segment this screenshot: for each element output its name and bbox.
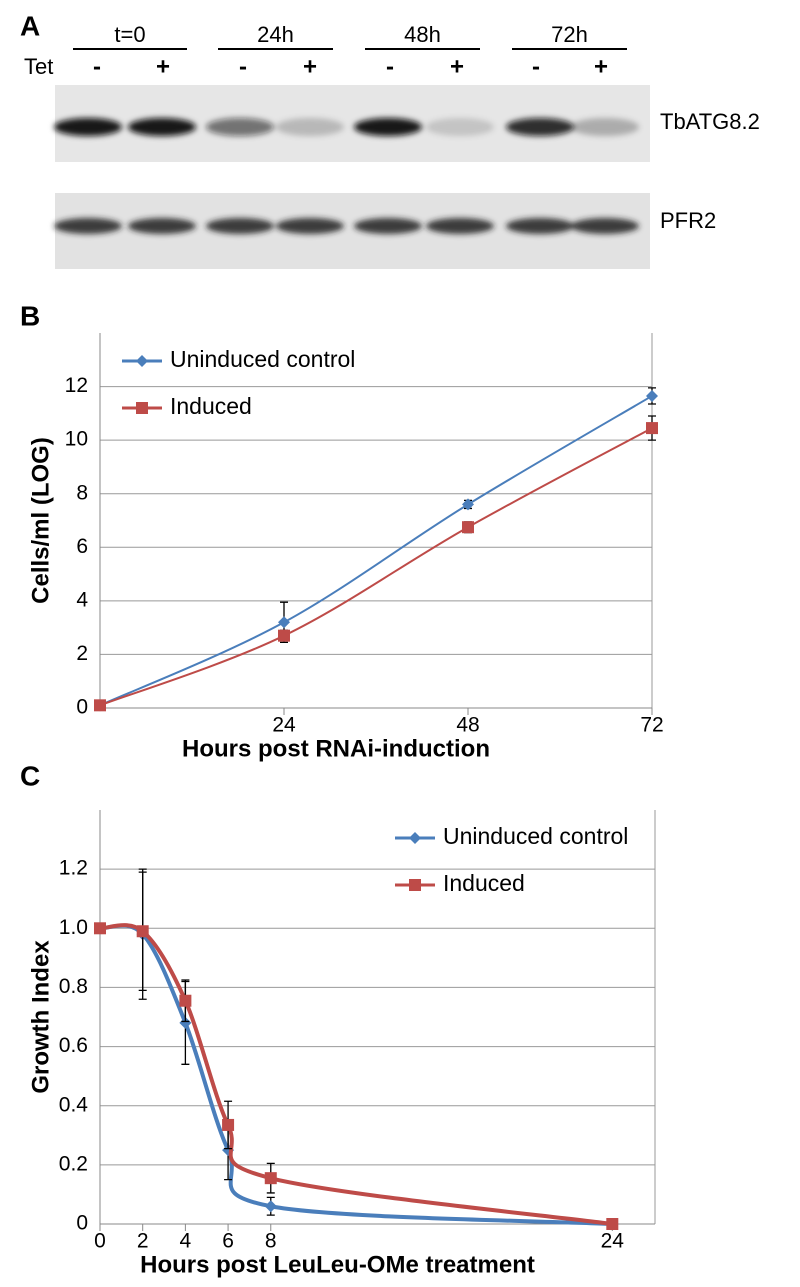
band [426,218,494,234]
legend-label: Induced [170,393,252,419]
tet-sign: + [303,53,317,80]
y-axis-title: Cells/ml (LOG) [27,437,54,604]
data-point [278,616,290,629]
band [426,118,494,136]
timepoint-label: 24h [257,22,294,47]
tet-sign: + [450,53,464,80]
data-point [179,994,192,1007]
panel-label: B [20,300,40,331]
data-point [462,498,474,511]
y-tick-label: 0.2 [59,1152,88,1175]
x-tick-label: 24 [272,714,296,737]
legend-marker [409,879,421,891]
y-tick-label: 0 [76,696,88,719]
protein-label: PFR2 [660,208,716,233]
protein-label: TbATG8.2 [660,109,760,134]
legend-label: Uninduced control [443,823,628,849]
x-axis-title: Hours post RNAi-induction [182,735,490,762]
y-tick-label: 0.6 [59,1034,88,1057]
timepoint-label: 48h [404,22,441,47]
data-point [136,925,149,938]
band [276,118,344,136]
series-line [99,923,613,1226]
band [276,218,344,234]
y-tick-label: 6 [76,535,88,558]
tet-sign: + [156,53,170,80]
y-tick-label: 1.2 [59,857,88,880]
y-tick-label: 4 [76,588,88,611]
y-tick-label: 8 [76,481,88,504]
y-tick-label: 1.0 [59,916,88,939]
data-point [94,699,106,712]
x-tick-label: 72 [640,714,663,737]
x-tick-label: 8 [265,1230,277,1253]
legend-label: Uninduced control [170,346,355,372]
tet-sign: - [532,53,540,80]
y-tick-label: 12 [65,374,88,397]
series-line [99,427,653,707]
series-line [99,395,653,707]
legend-label: Induced [443,870,525,896]
band [571,218,639,234]
tet-sign: + [594,53,608,80]
y-tick-label: 0.4 [59,1093,89,1116]
x-tick-label: 6 [222,1230,234,1253]
x-axis-title: Hours post LeuLeu-OMe treatment [140,1251,535,1278]
panel-label: A [20,10,40,41]
treatment-label: Tet [24,54,53,79]
band [54,218,122,234]
data-point [264,1172,277,1185]
series-line [99,923,613,1226]
band [54,118,122,136]
band [354,218,422,234]
data-point [222,1118,235,1131]
band [506,118,574,136]
y-tick-label: 0 [76,1212,88,1235]
data-point [462,521,474,534]
band [571,118,639,136]
x-tick-label: 0 [94,1230,106,1253]
x-tick-label: 24 [601,1230,625,1253]
band [206,118,274,136]
data-point [606,1218,619,1230]
data-point [94,922,106,935]
band [354,118,422,136]
x-tick-label: 4 [180,1230,192,1253]
legend-marker [409,832,421,844]
data-point [264,1200,277,1213]
data-point [278,629,290,642]
timepoint-label: 72h [551,22,588,47]
data-point [179,1016,192,1029]
band [206,218,274,234]
x-tick-label: 48 [456,714,479,737]
legend-marker [136,355,148,367]
x-tick-label: 2 [137,1230,149,1253]
y-tick-label: 10 [65,428,88,451]
data-point [646,389,658,402]
band [506,218,574,234]
y-axis-title: Growth Index [27,940,54,1094]
blot-bands [54,118,639,234]
band [128,118,196,136]
tet-sign: - [239,53,247,80]
tet-sign: - [386,53,394,80]
legend-marker [136,402,148,414]
panel-label: C [20,760,40,791]
data-point [646,422,658,435]
timepoint-label: t=0 [114,22,145,47]
band [128,218,196,234]
tet-sign: - [93,53,101,80]
y-tick-label: 2 [76,642,88,665]
y-tick-label: 0.8 [59,975,88,998]
